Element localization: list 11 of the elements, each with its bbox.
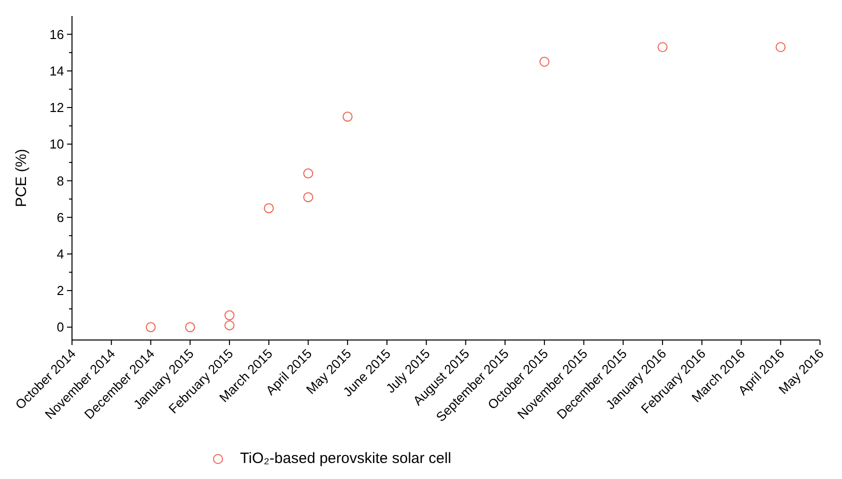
y-tick-label: 2 xyxy=(56,283,64,298)
y-tick-label: 16 xyxy=(50,26,64,42)
legend-label: TiO₂-based perovskite solar cell xyxy=(240,450,452,467)
y-tick-label: 0 xyxy=(56,320,64,335)
y-axis-title: PCE (%) xyxy=(13,148,30,208)
y-tick-label: 8 xyxy=(56,173,64,188)
y-tick-label: 6 xyxy=(56,210,64,225)
y-tick-label: 14 xyxy=(50,63,64,78)
y-tick-label: 4 xyxy=(56,246,64,262)
y-tick-label: 12 xyxy=(50,100,64,116)
y-tick-label: 10 xyxy=(50,136,64,152)
